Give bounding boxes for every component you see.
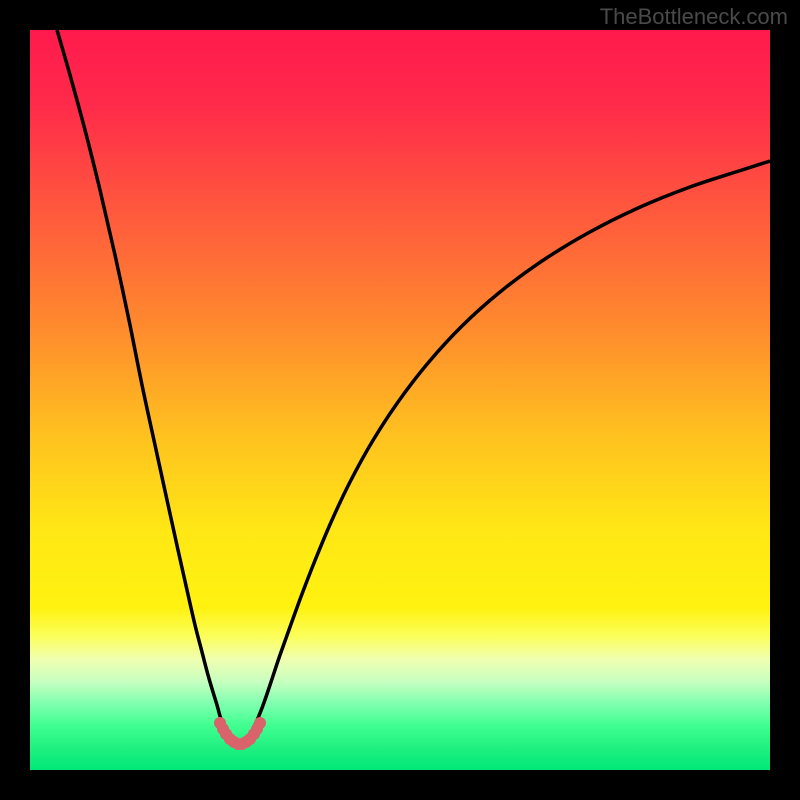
valley-marker-line [220,723,260,744]
curves-layer [30,30,770,770]
curve-right [255,161,770,725]
watermark-text: TheBottleneck.com [600,4,788,30]
curve-left [57,30,223,725]
plot-area [30,30,770,770]
